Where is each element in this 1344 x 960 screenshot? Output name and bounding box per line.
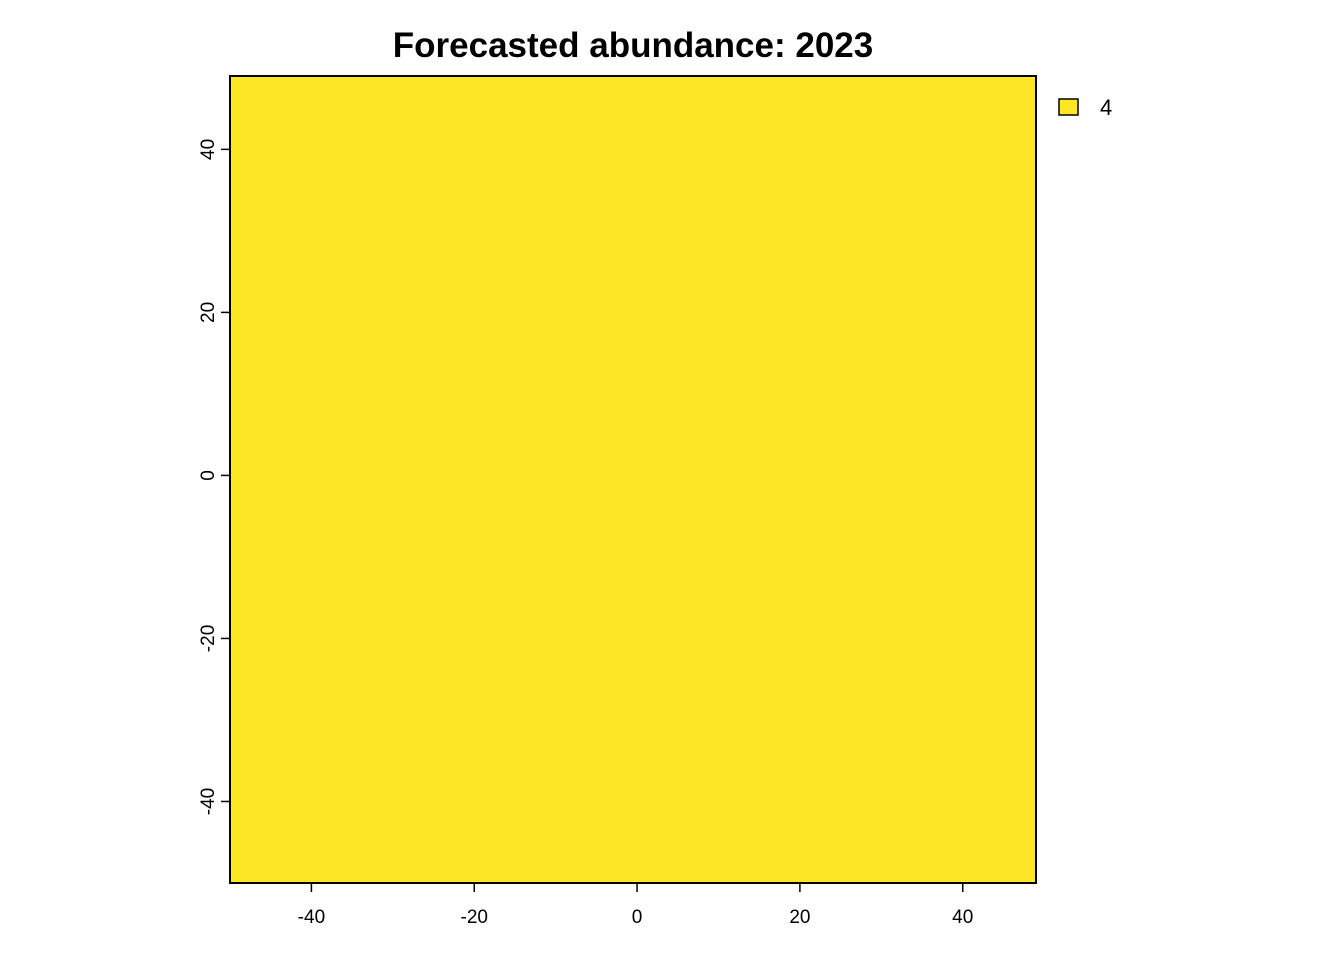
legend: 4 [1058, 95, 1112, 120]
x-axis: -40 -20 0 20 40 [298, 883, 973, 928]
legend-label: 4 [1100, 95, 1112, 120]
y-tick-label: 40 [198, 139, 219, 160]
raster-cell [230, 76, 1036, 883]
x-tick-label: 40 [952, 907, 973, 928]
x-tick-label: 20 [789, 907, 810, 928]
x-tick-label: 0 [632, 907, 643, 928]
y-tick-label: 20 [198, 302, 219, 323]
plot-area [229, 75, 1037, 884]
y-tick-label: 0 [198, 470, 219, 481]
y-tick-label: -40 [198, 788, 219, 815]
x-tick-label: -40 [298, 907, 325, 928]
y-tick-label: -20 [198, 625, 219, 652]
y-axis: -40 -20 0 20 40 [198, 139, 230, 815]
legend-swatch [1058, 98, 1079, 116]
plot-frame [229, 75, 1037, 884]
chart-title: Forecasted abundance: 2023 [393, 26, 873, 65]
x-tick-label: -20 [461, 907, 488, 928]
